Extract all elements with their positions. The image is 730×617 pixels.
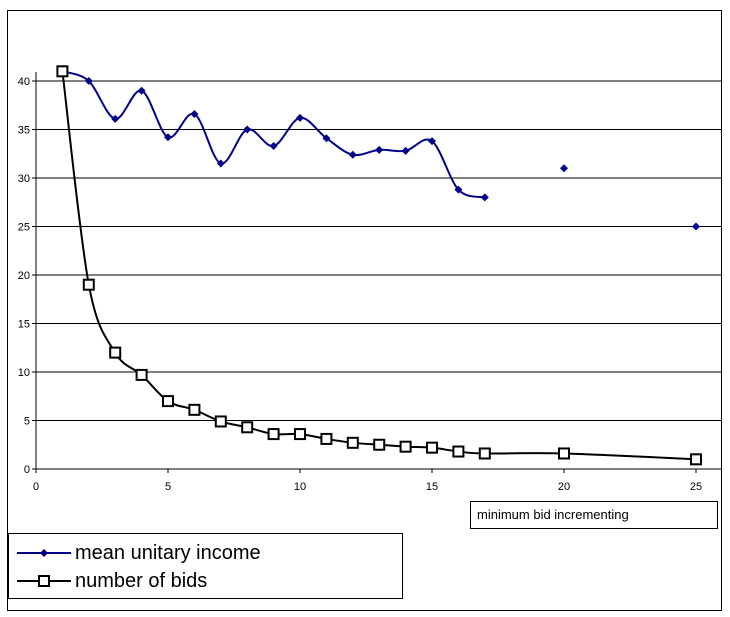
data-point-income [401, 146, 410, 155]
y-tick-label: 0 [24, 464, 30, 476]
data-point-bids [294, 428, 306, 441]
data-point-bids [690, 453, 702, 466]
data-point-income [296, 113, 304, 122]
y-tick-label: 5 [24, 416, 30, 428]
data-point-income [322, 134, 331, 143]
grid-lines [36, 80, 722, 421]
data-point-bids [82, 278, 95, 291]
data-point-income [216, 159, 225, 168]
y-tick-labels: 0 5 10 15 20 25 30 35 40 [18, 76, 36, 476]
data-point-income [428, 137, 436, 146]
data-point-income [269, 141, 278, 150]
data-point-income [560, 164, 568, 173]
data-point-bids [399, 440, 412, 453]
legend-label-bids: number of bids [75, 569, 208, 592]
y-tick-label: 10 [18, 367, 30, 379]
y-tick-label: 20 [18, 270, 30, 282]
series-layer [56, 65, 702, 466]
data-point-bids [188, 403, 201, 416]
data-point-bids [478, 447, 491, 460]
x-tick-label: 15 [426, 481, 438, 493]
x-tick-label: 25 [690, 481, 702, 493]
x-tick-labels: 0 5 10 15 20 25 [33, 469, 702, 493]
data-point-bids [56, 65, 69, 78]
data-point-income [111, 114, 120, 123]
data-point-income [84, 77, 93, 85]
data-point-bids [162, 395, 174, 408]
data-point-bids [109, 346, 122, 359]
data-point-income [137, 86, 146, 95]
y-tick-label: 25 [18, 222, 30, 234]
data-point-bids [426, 441, 438, 454]
y-tick-label: 40 [18, 76, 30, 88]
data-point-income [164, 133, 172, 142]
data-point-bids [320, 432, 333, 445]
x-tick-label: 20 [558, 481, 570, 493]
data-point-bids [214, 415, 227, 428]
legend-line-square-icon [17, 575, 71, 587]
data-point-bids [452, 445, 465, 458]
x-tick-label: 10 [294, 481, 306, 493]
data-point-bids [558, 447, 570, 460]
data-point-bids [241, 421, 254, 434]
x-tick-label: 0 [33, 481, 39, 493]
x-tick-label: 5 [165, 481, 171, 493]
legend-item-bids: number of bids [17, 568, 207, 594]
legend-item-income: mean unitary income [17, 540, 261, 566]
data-point-income [375, 145, 384, 154]
data-point-bids [267, 428, 280, 441]
data-point-bids [373, 438, 386, 451]
y-tick-label: 35 [18, 125, 30, 137]
data-point-income [243, 125, 252, 134]
data-point-bids [346, 436, 359, 449]
data-point-income [480, 193, 489, 202]
legend-line-diamond-icon [17, 549, 71, 557]
x-axis-label: minimum bid incrementing [470, 501, 718, 529]
data-point-income [454, 185, 463, 194]
data-point-income [692, 222, 700, 231]
data-point-bids [135, 368, 148, 381]
legend: mean unitary income number of bids [8, 533, 403, 599]
legend-label-income: mean unitary income [75, 541, 261, 564]
y-tick-label: 15 [18, 319, 30, 331]
data-point-income [348, 150, 357, 159]
chart-border [7, 10, 722, 611]
y-tick-label: 30 [18, 173, 30, 185]
data-point-income [190, 109, 199, 118]
